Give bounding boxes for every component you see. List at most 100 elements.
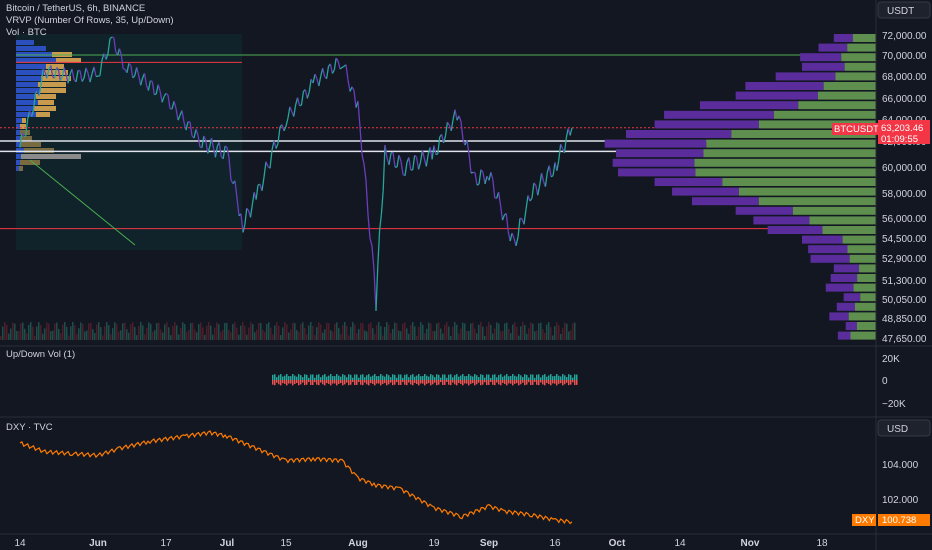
btc-price-segment: [329, 63, 333, 74]
vrvp-right-down-bar: [735, 91, 818, 100]
volume-bar: [90, 322, 92, 340]
btc-price-segment: [339, 66, 343, 70]
btc-price-segment: [38, 83, 42, 96]
down-volume-bar: [306, 380, 308, 385]
volume-bar: [120, 330, 122, 340]
btc-price-segment: [511, 232, 515, 239]
vrvp-right-up-bar: [847, 245, 876, 254]
volume-bar: [134, 327, 136, 340]
updown-vol-title[interactable]: Up/Down Vol (1): [6, 349, 75, 360]
btc-price-segment: [550, 175, 554, 178]
volume-bar: [66, 326, 68, 340]
vrvp-right-up-bar: [856, 322, 876, 330]
btc-price-segment: [466, 140, 470, 154]
vrvp-left-bar: [40, 88, 66, 93]
btc-price-segment: [139, 77, 144, 86]
vrvp-left-bar: [34, 106, 56, 111]
volume-bar: [472, 322, 474, 340]
down-volume-bar: [508, 380, 510, 384]
vrvp-left-bar: [41, 76, 71, 81]
down-volume-bar: [434, 380, 436, 383]
down-volume-bar: [438, 380, 440, 385]
volume-bar: [362, 323, 364, 340]
volume-bar: [190, 323, 192, 340]
vrvp-left-bar: [36, 112, 50, 117]
up-volume-bar: [496, 377, 498, 380]
volume-bar: [74, 325, 76, 340]
vrvp-left-bar: [36, 94, 56, 99]
price-axis-tick-label: 68,000.00: [882, 72, 927, 83]
btc-price-segment: [273, 140, 277, 149]
btc-price-segment: [539, 172, 543, 186]
volume-bar: [516, 326, 518, 340]
vrvp-left-bar: [38, 100, 54, 105]
vrvp-indicator-label[interactable]: VRVP (Number Of Rows, 35, Up/Down): [6, 15, 174, 26]
down-volume-bar: [522, 380, 524, 383]
up-volume-bar: [310, 374, 312, 380]
up-volume-bar: [418, 374, 420, 380]
volume-bar: [248, 327, 250, 340]
volume-bar: [86, 330, 88, 340]
up-volume-bar: [546, 376, 548, 380]
vrvp-left-bar: [16, 130, 20, 135]
volume-bar: [466, 330, 468, 340]
up-volume-bar: [402, 377, 404, 380]
btc-price-segment: [89, 73, 93, 83]
btc-price-segment: [458, 115, 462, 122]
up-volume-bar: [388, 375, 390, 380]
volume-bar: [514, 322, 516, 340]
volume-bar: [48, 323, 50, 340]
down-volume-bar: [406, 380, 408, 386]
volume-bar: [276, 322, 278, 340]
volume-bar: [430, 323, 432, 340]
volume-indicator-label[interactable]: Vol · BTC: [6, 27, 47, 38]
updown-volume-pane[interactable]: [272, 374, 578, 386]
volume-bar: [478, 324, 480, 340]
volume-bar: [396, 323, 398, 340]
dxy-pane[interactable]: [19, 430, 573, 525]
vrvp-left-bar: [20, 124, 26, 129]
btc-price-segment: [85, 67, 89, 74]
btc-price-segment: [569, 127, 573, 136]
btc-price-segment: [161, 96, 165, 103]
volume-bar: [250, 322, 252, 340]
volume-bar: [306, 334, 308, 340]
up-volume-bar: [548, 375, 550, 380]
volume-bar: [38, 322, 40, 340]
down-volume-bar: [404, 380, 406, 385]
vrvp-right-up-bar: [852, 34, 876, 42]
vrvp-right-down-bar: [810, 254, 850, 263]
volume-bar: [332, 331, 334, 340]
vrvp-left-bar: [22, 118, 26, 123]
volume-bar: [360, 322, 362, 340]
down-volume-bar: [308, 380, 310, 383]
btc-price-segment: [171, 100, 175, 110]
btc-price-segment: [261, 177, 265, 191]
price-pane[interactable]: [0, 34, 876, 340]
up-volume-bar: [318, 374, 320, 380]
dxy-currency-button[interactable]: [877, 419, 931, 437]
volume-bar: [490, 324, 492, 340]
btc-price-segment: [201, 135, 205, 148]
currency-button[interactable]: [877, 1, 931, 19]
volume-bar: [314, 335, 316, 340]
down-volume-bar: [512, 380, 514, 386]
up-volume-bar: [568, 374, 570, 380]
down-volume-bar: [552, 380, 554, 384]
volume-bar: [272, 334, 274, 340]
btc-price-segment: [312, 74, 316, 84]
btc-price-segment: [236, 197, 240, 216]
down-volume-bar: [378, 380, 380, 384]
volume-bar: [258, 322, 260, 340]
dxy-title[interactable]: DXY · TVC: [6, 422, 53, 433]
btc-price-segment: [318, 75, 322, 87]
btc-price-segment: [246, 207, 250, 212]
btc-price-segment: [363, 163, 367, 181]
down-volume-bar: [448, 380, 450, 385]
volume-bar: [254, 332, 256, 340]
volume-bar: [138, 326, 140, 340]
up-volume-bar: [300, 375, 302, 380]
vrvp-left-bar: [19, 166, 23, 171]
volume-bar: [46, 322, 48, 340]
